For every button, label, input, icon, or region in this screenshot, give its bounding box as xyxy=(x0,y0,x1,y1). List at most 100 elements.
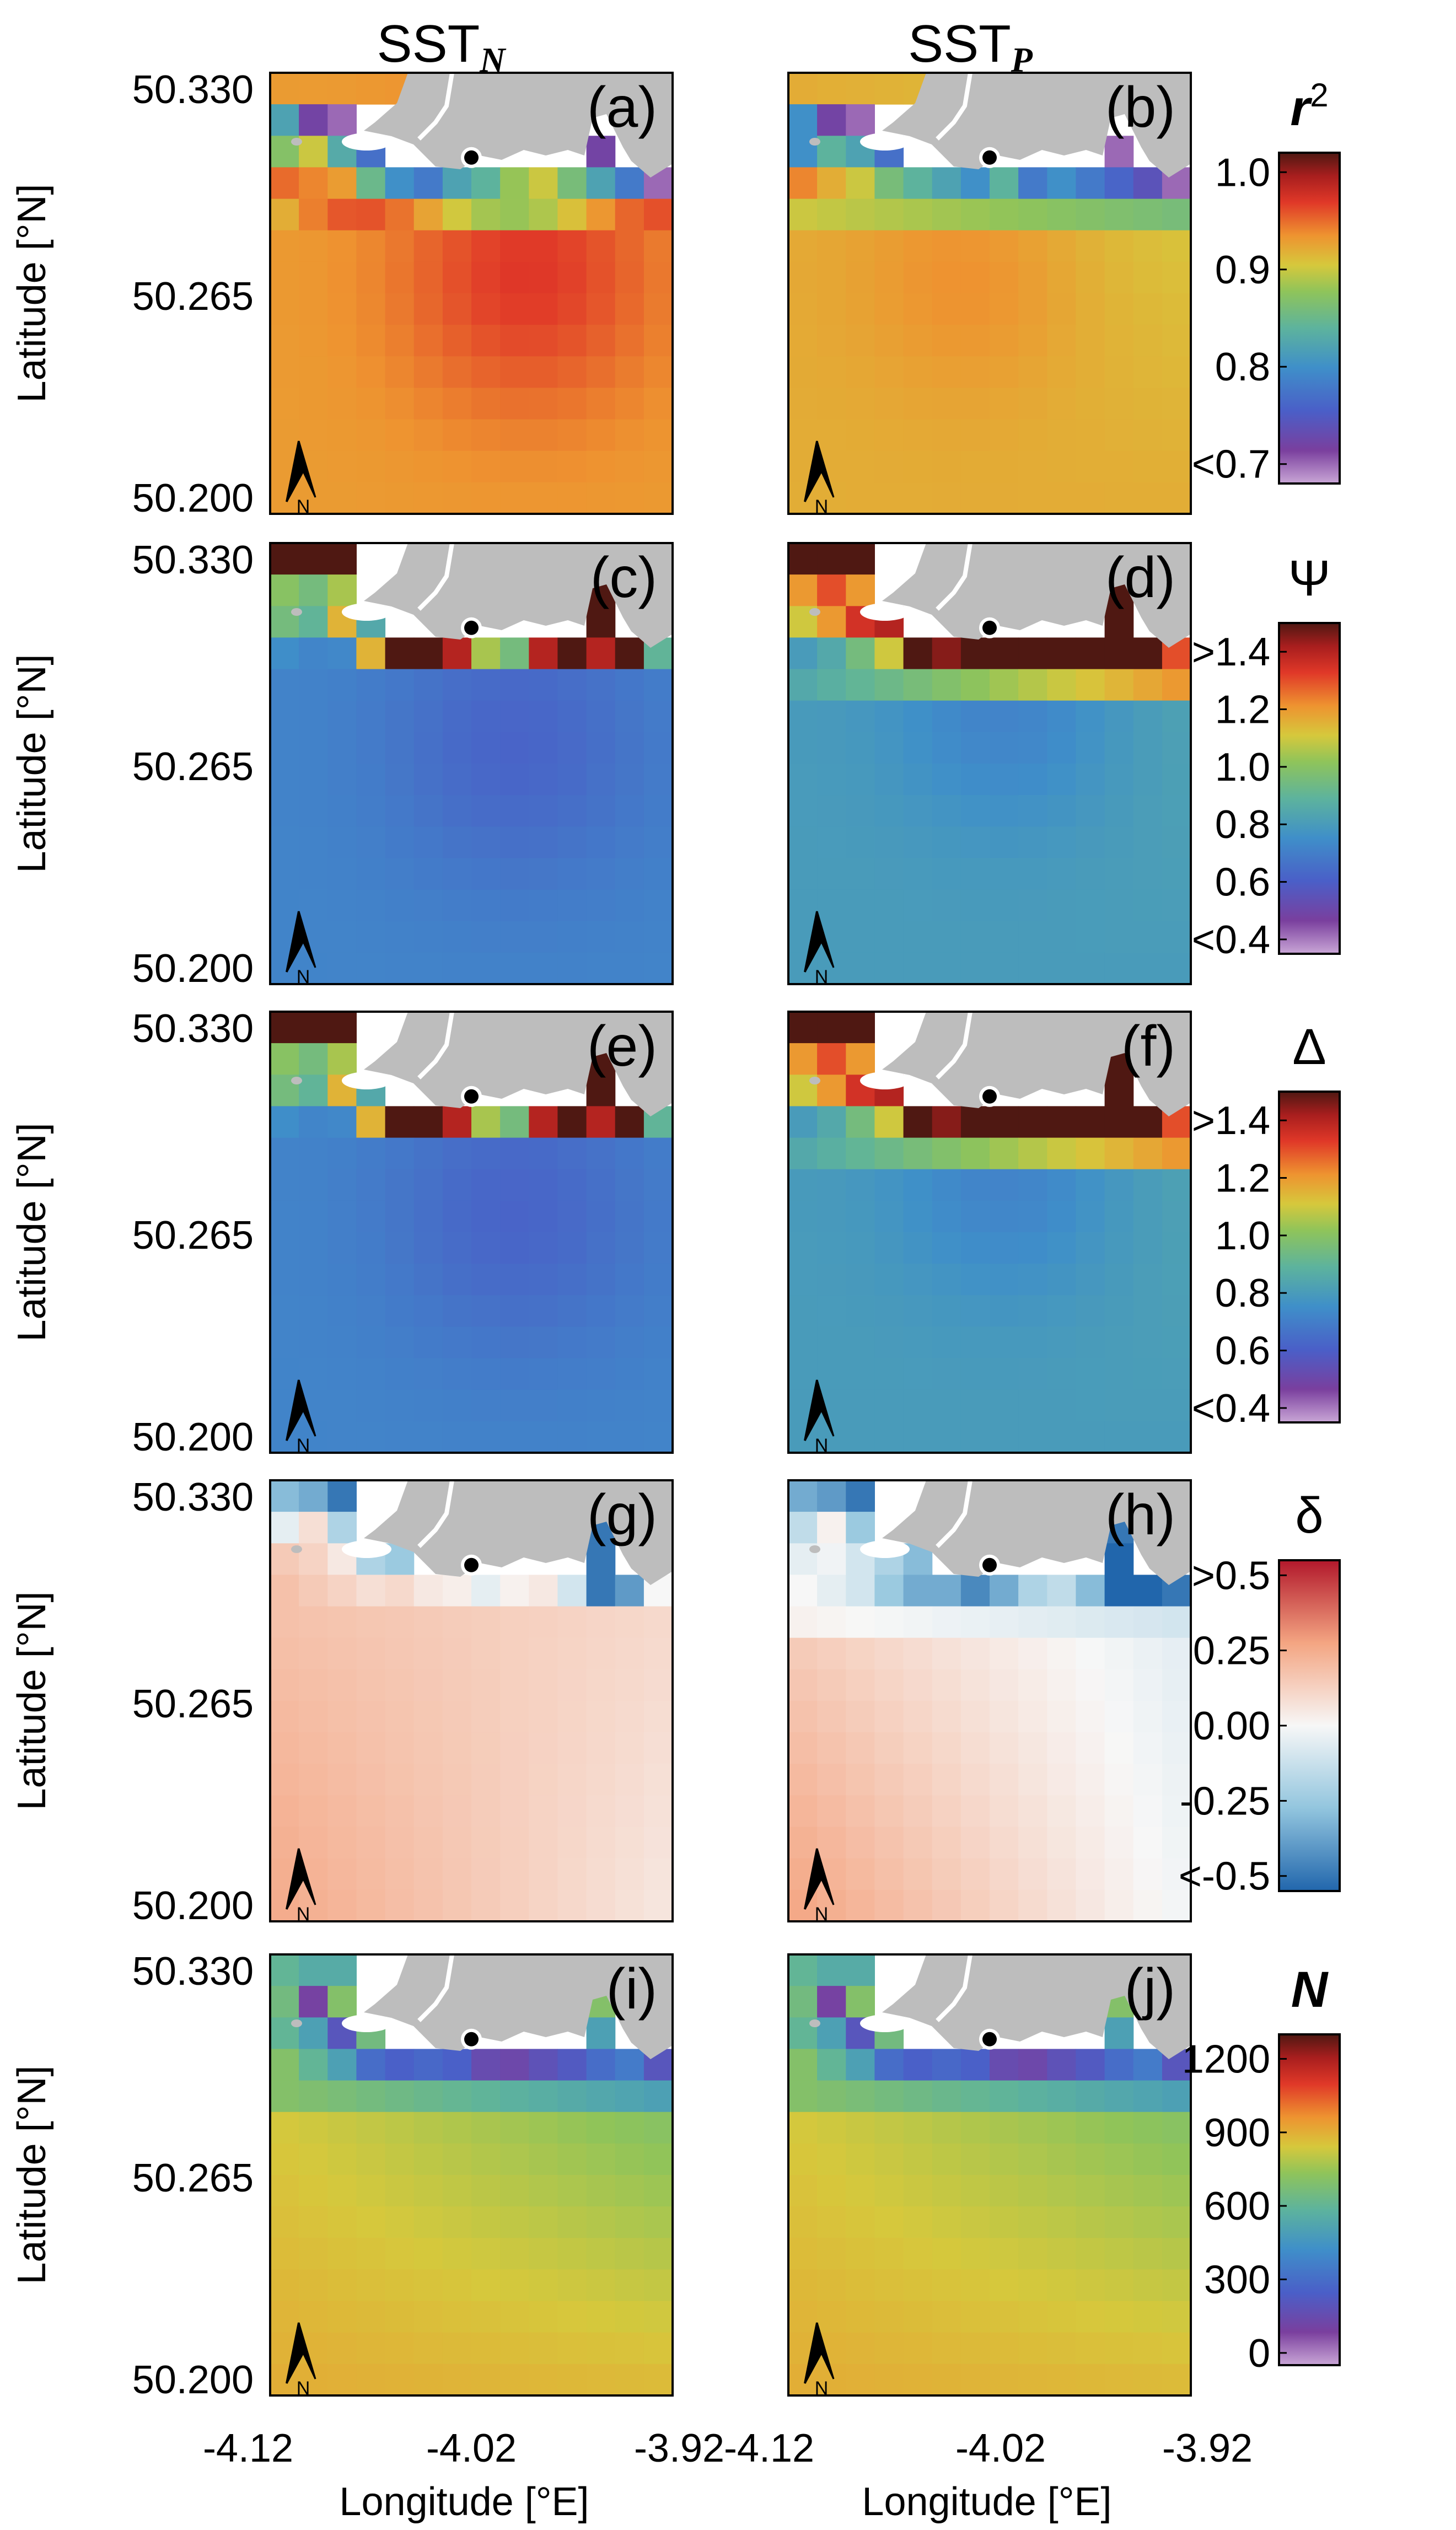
heatmap-cell xyxy=(846,1232,875,1264)
heatmap-cell xyxy=(413,2301,443,2333)
heatmap-cell xyxy=(615,1137,644,1170)
heatmap-cell xyxy=(471,1137,501,1170)
heatmap-cell xyxy=(529,921,558,953)
heatmap-cell xyxy=(442,261,472,294)
heatmap-cell xyxy=(990,2206,1019,2238)
heatmap-cell xyxy=(615,1264,644,1296)
heatmap-cell xyxy=(643,795,673,827)
heatmap-cell xyxy=(299,606,328,638)
heatmap-cell xyxy=(1162,261,1191,294)
heatmap-cell xyxy=(817,700,846,733)
heatmap-cell xyxy=(817,261,846,294)
heatmap-cell xyxy=(1104,2112,1134,2144)
heatmap-cell xyxy=(643,1389,673,1422)
heatmap-cell xyxy=(1076,1889,1105,1922)
heatmap-cell xyxy=(1047,795,1076,827)
heatmap-cell xyxy=(529,795,558,827)
heatmap-cell xyxy=(1018,889,1047,922)
heatmap-cell xyxy=(327,1764,357,1796)
heatmap-cell xyxy=(1104,2364,1134,2396)
heatmap-cell xyxy=(788,1232,818,1264)
heatmap-cell xyxy=(299,1954,328,1986)
heatmap-cell xyxy=(1104,1169,1134,1201)
heatmap-cell xyxy=(846,2301,875,2333)
heatmap-cell xyxy=(1104,2049,1134,2081)
heatmap-cell xyxy=(846,73,875,105)
heatmap-cell xyxy=(788,795,818,827)
x-axis-label-2: Longitude [°E] xyxy=(862,2480,1111,2524)
land-mass xyxy=(364,1012,673,1116)
heatmap-cell xyxy=(874,1575,904,1607)
heatmap-cell xyxy=(385,858,415,890)
y-tick-3-2: 50.265 xyxy=(132,1213,254,1258)
heatmap-cell xyxy=(1104,2175,1134,2207)
heatmap-cell xyxy=(270,1575,299,1607)
heatmap-cell xyxy=(643,419,673,452)
heatmap-cell xyxy=(586,388,616,420)
heatmap-cell xyxy=(500,1264,529,1296)
heatmap-cell xyxy=(1047,1169,1076,1201)
heatmap-cell xyxy=(413,1421,443,1453)
heatmap-cell xyxy=(1076,1421,1105,1453)
north-arrow-outline xyxy=(286,1379,300,1441)
heatmap-cell xyxy=(788,2301,818,2333)
heatmap-cell xyxy=(500,1389,529,1422)
heatmap-cell xyxy=(1133,1701,1163,1733)
heatmap-cell xyxy=(356,1421,386,1453)
heatmap-cell xyxy=(500,669,529,701)
heatmap-cell xyxy=(932,1169,961,1201)
y-tick-4-2: 50.265 xyxy=(132,1682,254,1726)
heatmap-cell xyxy=(903,826,933,858)
heatmap-cell xyxy=(299,2143,328,2176)
colorbar-tick: <0.4 xyxy=(1192,918,1270,962)
heatmap-cell xyxy=(356,1232,386,1264)
heatmap-cell xyxy=(932,1200,961,1233)
heatmap-cell xyxy=(385,325,415,357)
heatmap-cell xyxy=(960,700,990,733)
heatmap-cell xyxy=(817,858,846,890)
heatmap-cell xyxy=(874,732,904,764)
heatmap-cell xyxy=(1076,1389,1105,1422)
heatmap-cell xyxy=(788,1106,818,1138)
heatmap-cell xyxy=(586,1543,616,1575)
heatmap-cell xyxy=(270,325,299,357)
heatmap-cell xyxy=(846,1669,875,1701)
heatmap-cell xyxy=(385,2112,415,2144)
heatmap-cell xyxy=(557,764,587,796)
heatmap-cell xyxy=(1104,1421,1134,1453)
heatmap-cell xyxy=(471,2332,501,2365)
heatmap-cell xyxy=(442,2143,472,2176)
heatmap-cell xyxy=(846,1701,875,1733)
heatmap-cell xyxy=(874,1137,904,1170)
heatmap-cell xyxy=(299,2269,328,2302)
heatmap-cell xyxy=(529,2175,558,2207)
heatmap-cell xyxy=(960,2269,990,2302)
heatmap-cell xyxy=(385,1606,415,1639)
heatmap-cell xyxy=(903,450,933,483)
heatmap-cell xyxy=(1104,2301,1134,2333)
heatmap-cell xyxy=(788,325,818,357)
heatmap-cell xyxy=(1104,1827,1134,1859)
heatmap-cell xyxy=(643,669,673,701)
heatmap-cell xyxy=(586,921,616,953)
heatmap-cell xyxy=(586,1795,616,1828)
heatmap-cell xyxy=(356,1326,386,1359)
heatmap-cell xyxy=(846,167,875,200)
heatmap-cell xyxy=(960,637,990,670)
heatmap-cell xyxy=(356,952,386,985)
heatmap-cell xyxy=(1047,450,1076,483)
heatmap-cell xyxy=(932,2143,961,2176)
heatmap-cell xyxy=(960,167,990,200)
heatmap-cell xyxy=(788,574,818,606)
heatmap-cell xyxy=(356,795,386,827)
heatmap-cell xyxy=(471,1701,501,1733)
heatmap-cell xyxy=(615,1358,644,1390)
heatmap-cell xyxy=(903,2269,933,2302)
heatmap-cell xyxy=(529,1732,558,1764)
heatmap-cell xyxy=(874,261,904,294)
heatmap-cell xyxy=(327,764,357,796)
panel-frame xyxy=(269,1479,674,1922)
heatmap-cell xyxy=(846,889,875,922)
heatmap-cell xyxy=(1018,198,1047,231)
heatmap-cell xyxy=(932,1732,961,1764)
